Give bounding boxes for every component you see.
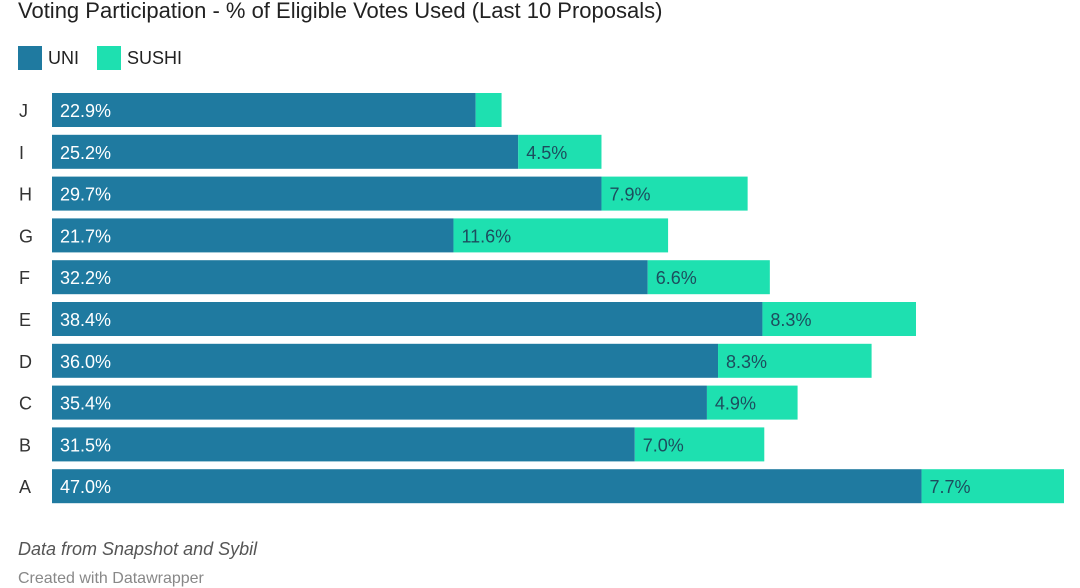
bar-sushi-e <box>762 302 916 336</box>
value-label-sushi-c: 4.9% <box>715 394 756 414</box>
value-label-uni-h: 29.7% <box>60 185 111 205</box>
value-label-uni-j: 22.9% <box>60 101 111 121</box>
value-label-uni-a: 47.0% <box>60 477 111 497</box>
bar-uni-d <box>52 343 719 378</box>
category-label-c: C <box>19 394 32 414</box>
bar-sushi-a <box>921 469 1064 504</box>
category-label-e: E <box>19 310 31 330</box>
bar-uni-j <box>52 93 476 127</box>
category-label-g: G <box>19 226 33 246</box>
chart-title: Voting Participation - % of Eligible Vot… <box>18 0 663 23</box>
legend-swatch-uni <box>18 46 42 70</box>
category-label-a: A <box>19 477 31 497</box>
bar-sushi-h <box>601 176 748 211</box>
category-label-h: H <box>19 185 32 205</box>
source-note: Data from Snapshot and Sybil <box>18 539 258 559</box>
value-label-sushi-a: 7.7% <box>930 477 971 497</box>
value-label-sushi-i: 4.5% <box>526 143 567 163</box>
value-label-sushi-g: 11.6% <box>461 226 511 246</box>
value-label-uni-e: 38.4% <box>60 310 111 330</box>
bar-sushi-b <box>634 427 765 462</box>
value-label-uni-c: 35.4% <box>60 394 111 414</box>
value-label-uni-i: 25.2% <box>60 143 111 163</box>
bar-sushi-d <box>718 343 872 378</box>
bar-sushi-j <box>475 93 502 127</box>
legend-swatch-sushi <box>97 46 121 70</box>
bar-sushi-g <box>453 218 669 253</box>
bar-sushi-f <box>647 260 770 295</box>
bar-uni-i <box>52 134 519 169</box>
category-label-j: J <box>19 101 28 121</box>
value-label-uni-f: 32.2% <box>60 268 111 288</box>
category-label-b: B <box>19 435 31 455</box>
legend-item-uni: UNI <box>18 46 79 70</box>
value-label-uni-b: 31.5% <box>60 435 111 455</box>
legend: UNI SUSHI <box>18 45 200 71</box>
value-label-sushi-b: 7.0% <box>643 435 684 455</box>
bar-chart: J 22.9% I 25.2% 4.5% H 29.7% 7.9% G 21.7% 11.6% F 32… <box>19 93 1064 504</box>
value-label-sushi-d: 8.3% <box>726 352 767 372</box>
value-label-sushi-h: 7.9% <box>609 185 650 205</box>
bar-uni-g <box>52 218 454 253</box>
value-label-sushi-e: 8.3% <box>770 310 811 330</box>
bar-uni-f <box>52 260 648 295</box>
bar-sushi-i <box>518 134 602 169</box>
value-label-uni-g: 21.7% <box>60 226 111 246</box>
value-label-uni-d: 36.0% <box>60 352 111 372</box>
bar-uni-b <box>52 427 635 462</box>
credit-note: Created with Datawrapper <box>18 570 204 587</box>
bar-sushi-c <box>706 385 798 420</box>
category-label-d: D <box>19 352 32 372</box>
bar-uni-c <box>52 385 707 420</box>
legend-label-sushi: SUSHI <box>127 47 183 68</box>
value-label-sushi-f: 6.6% <box>656 268 697 288</box>
category-label-i: I <box>19 143 24 163</box>
bar-uni-e <box>52 302 763 336</box>
legend-label-uni: UNI <box>48 47 79 68</box>
bar-uni-a <box>52 469 922 504</box>
category-label-f: F <box>19 268 30 288</box>
bar-uni-h <box>52 176 602 211</box>
legend-item-sushi: SUSHI <box>97 46 182 70</box>
